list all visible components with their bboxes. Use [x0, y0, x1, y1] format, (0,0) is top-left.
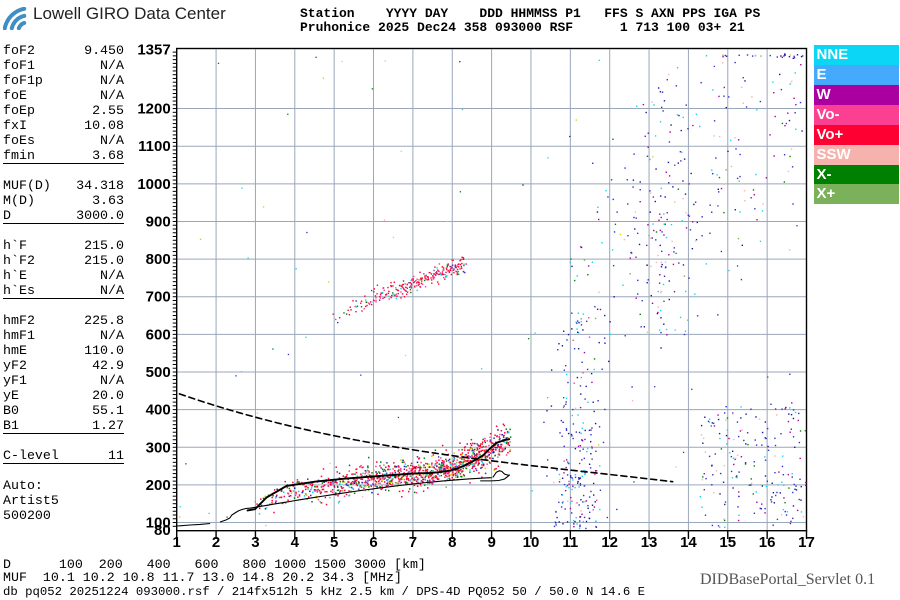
- svg-text:1357: 1357: [137, 41, 170, 58]
- svg-text:16: 16: [759, 534, 776, 551]
- svg-text:8: 8: [448, 534, 456, 551]
- svg-text:4: 4: [291, 534, 300, 551]
- svg-text:600: 600: [146, 326, 171, 343]
- svg-text:700: 700: [146, 289, 171, 306]
- svg-text:11: 11: [562, 534, 578, 551]
- svg-text:10: 10: [523, 534, 540, 551]
- svg-text:15: 15: [719, 534, 736, 551]
- svg-text:17: 17: [798, 534, 815, 551]
- svg-text:1200: 1200: [137, 101, 170, 118]
- svg-text:5: 5: [330, 534, 338, 551]
- svg-text:7: 7: [409, 534, 417, 551]
- svg-text:1100: 1100: [138, 138, 171, 155]
- svg-text:2: 2: [212, 534, 220, 551]
- svg-text:800: 800: [146, 251, 171, 268]
- svg-text:500: 500: [146, 364, 171, 381]
- svg-text:1: 1: [173, 534, 181, 551]
- svg-text:1000: 1000: [137, 176, 170, 193]
- svg-text:13: 13: [641, 534, 658, 551]
- svg-text:200: 200: [146, 477, 171, 494]
- svg-text:14: 14: [680, 534, 697, 551]
- svg-text:400: 400: [146, 402, 171, 419]
- svg-text:3: 3: [251, 534, 259, 551]
- svg-text:6: 6: [369, 534, 377, 551]
- svg-text:900: 900: [146, 213, 171, 230]
- svg-text:12: 12: [601, 534, 618, 551]
- svg-text:80: 80: [154, 522, 171, 539]
- svg-text:300: 300: [146, 439, 171, 456]
- svg-text:9: 9: [487, 534, 495, 551]
